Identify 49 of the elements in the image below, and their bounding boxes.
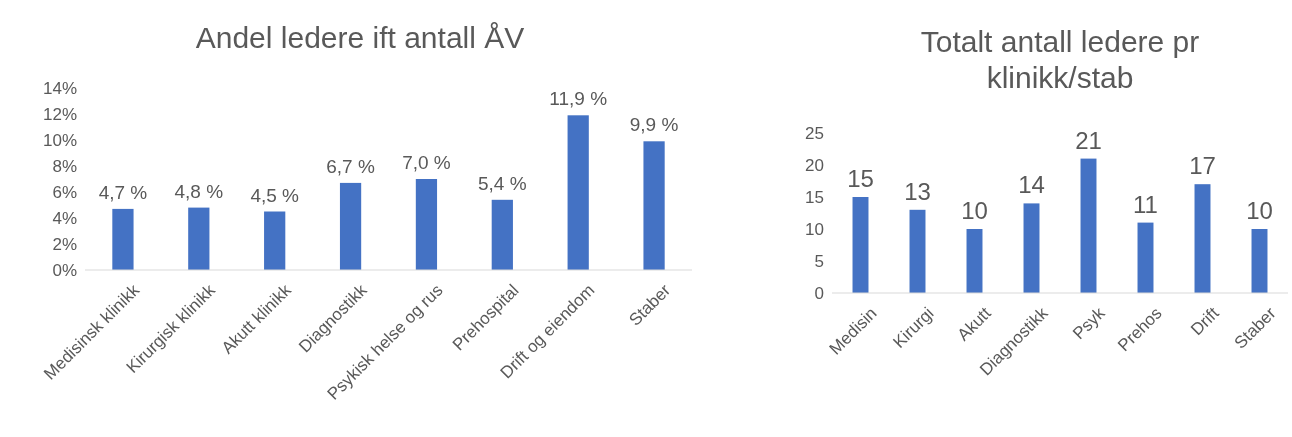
bar	[1080, 158, 1097, 293]
bar	[1251, 229, 1268, 293]
bar	[264, 211, 286, 270]
data-label: 5,4 %	[478, 172, 527, 194]
bar	[415, 179, 438, 270]
data-label: 21	[1075, 126, 1102, 154]
bar	[1023, 203, 1040, 293]
bar	[1194, 184, 1211, 293]
data-label: 4,7 %	[98, 181, 148, 203]
y-tick-label: 10	[805, 219, 824, 239]
data-label: 7,0 %	[402, 152, 451, 173]
y-tick-label: 15	[805, 187, 824, 207]
y-tick-label: 5	[814, 251, 824, 271]
y-tick-label: 8%	[52, 156, 77, 176]
data-label: 15	[847, 165, 874, 192]
data-label: 4,5 %	[250, 184, 300, 206]
y-tick-label: 4%	[52, 208, 77, 228]
bar	[966, 229, 983, 293]
data-label: 6,7 %	[326, 155, 375, 177]
data-label: 9,9 %	[629, 114, 679, 136]
data-label: 11	[1133, 190, 1158, 218]
y-tick-label: 14%	[42, 78, 77, 98]
bar	[339, 182, 362, 270]
data-label: 17	[1189, 152, 1216, 180]
data-label: 11,9 %	[549, 88, 608, 110]
bar	[491, 199, 513, 270]
chart-title: Andel ledere ift antall ÅV	[195, 21, 525, 54]
bar	[643, 141, 665, 270]
y-tick-label: 25	[805, 123, 824, 143]
y-tick-label: 12%	[42, 104, 77, 124]
data-label: 10	[961, 197, 988, 224]
y-tick-label: 0	[814, 283, 824, 303]
x-tick-label: Drift	[1187, 303, 1223, 340]
bar	[909, 209, 926, 293]
bar	[567, 115, 589, 270]
bar	[852, 197, 869, 293]
data-label: 13	[904, 177, 931, 205]
y-tick-label: 6%	[52, 182, 77, 202]
data-label: 10	[1246, 197, 1273, 224]
bar	[1137, 222, 1154, 293]
y-tick-label: 10%	[42, 130, 77, 150]
bar	[188, 207, 210, 270]
y-tick-label: 20	[805, 155, 824, 175]
y-tick-label: 2%	[52, 234, 77, 254]
y-tick-label: 0%	[52, 260, 77, 280]
data-label: 4,8 %	[174, 180, 224, 202]
bar	[112, 208, 134, 270]
data-label: 14	[1018, 171, 1045, 199]
chart-title: Totalt antall ledere pr klinikk/stab	[920, 25, 1200, 94]
